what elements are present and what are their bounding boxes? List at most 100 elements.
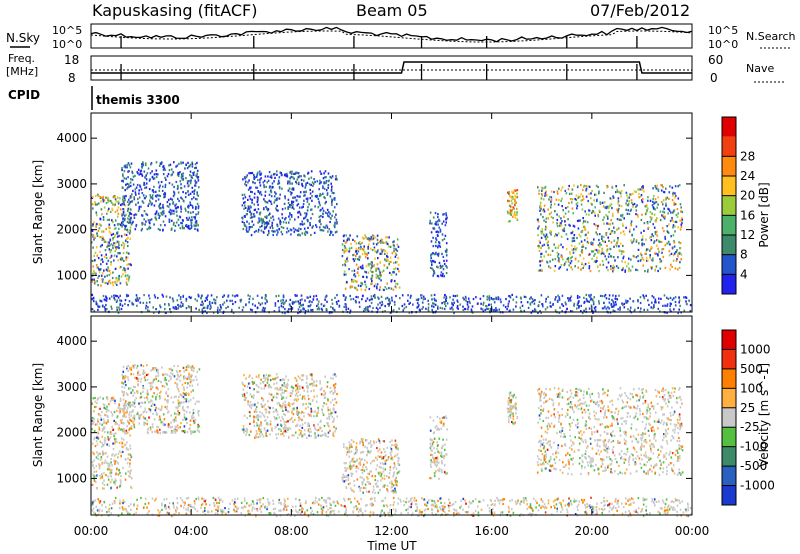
echo-point xyxy=(540,311,542,314)
echo-point xyxy=(103,487,105,490)
echo-point xyxy=(420,296,423,300)
echo-point xyxy=(191,218,193,222)
echo-point xyxy=(192,173,195,176)
echo-point xyxy=(613,226,615,229)
echo-point xyxy=(280,302,283,305)
echo-point xyxy=(168,164,170,167)
echo-point xyxy=(333,206,336,209)
echo-point xyxy=(140,188,143,191)
echo-point xyxy=(322,185,324,188)
echo-point xyxy=(116,215,119,218)
echo-point xyxy=(287,180,289,183)
echo-point xyxy=(129,184,132,188)
echo-point xyxy=(644,270,646,273)
echo-point xyxy=(132,389,134,392)
echo-point xyxy=(622,250,625,253)
echo-point xyxy=(601,260,604,263)
echo-point xyxy=(143,410,146,413)
echo-point xyxy=(265,434,267,437)
echo-point xyxy=(642,186,644,189)
echo-point xyxy=(540,236,543,239)
echo-point xyxy=(92,195,94,198)
echo-point xyxy=(263,309,266,313)
echo-point xyxy=(432,259,434,262)
echo-point xyxy=(158,311,160,314)
echo-point xyxy=(470,308,473,311)
echo-point xyxy=(131,172,134,175)
echo-point xyxy=(588,300,591,303)
echo-point xyxy=(134,298,137,301)
echo-point xyxy=(183,388,185,391)
echo-point xyxy=(101,461,104,464)
echo-point xyxy=(588,253,591,256)
echo-point xyxy=(235,294,238,297)
echo-point xyxy=(570,232,572,235)
echo-point xyxy=(661,248,664,251)
echo-point xyxy=(647,259,649,262)
echo-point xyxy=(589,270,592,273)
echo-point xyxy=(635,190,637,194)
echo-point xyxy=(437,275,440,278)
echo-point xyxy=(101,487,104,490)
echo-point xyxy=(197,175,200,179)
echo-point xyxy=(688,299,690,302)
echo-point xyxy=(502,304,505,307)
echo-point xyxy=(159,391,161,394)
echo-point xyxy=(643,222,646,225)
echo-point xyxy=(371,264,373,267)
echo-point xyxy=(528,297,531,300)
echo-point xyxy=(96,280,98,283)
echo-point xyxy=(195,205,197,208)
echo-point xyxy=(552,221,554,224)
echo-point xyxy=(281,311,284,314)
echo-point xyxy=(573,233,576,237)
echo-point xyxy=(444,224,447,227)
echo-point xyxy=(374,283,377,286)
echo-point xyxy=(111,413,114,416)
echo-point xyxy=(157,212,160,215)
echo-point xyxy=(674,220,677,223)
echo-point xyxy=(431,304,433,307)
echo-point xyxy=(278,306,280,309)
echo-point xyxy=(635,213,637,216)
echo-point xyxy=(547,208,549,211)
echo-point xyxy=(678,184,681,187)
echo-point xyxy=(192,396,195,400)
echo-point xyxy=(457,300,459,303)
echo-point xyxy=(608,297,610,300)
echo-point xyxy=(100,418,103,421)
echo-point xyxy=(262,220,265,223)
echo-point xyxy=(183,416,186,419)
echo-point xyxy=(558,187,560,190)
echo-point xyxy=(127,304,129,307)
echo-point xyxy=(193,421,196,424)
echo-point xyxy=(515,201,517,204)
echo-point xyxy=(346,239,348,242)
echo-point xyxy=(362,294,364,297)
echo-point xyxy=(245,184,248,187)
echo-point xyxy=(116,222,119,226)
echo-point xyxy=(322,212,324,215)
echo-point xyxy=(598,270,600,273)
echo-point xyxy=(291,191,293,195)
echo-point xyxy=(583,239,586,242)
echo-point xyxy=(133,391,136,395)
echo-point xyxy=(643,243,645,246)
echo-point xyxy=(266,207,268,211)
echo-point xyxy=(129,472,131,475)
echo-point xyxy=(453,311,455,315)
echo-point xyxy=(405,305,408,309)
echo-point xyxy=(628,257,630,260)
echo-point xyxy=(261,225,263,228)
echo-point xyxy=(248,222,250,225)
echo-point xyxy=(320,181,322,184)
echo-point xyxy=(558,198,560,202)
echo-point xyxy=(265,226,267,229)
echo-point xyxy=(539,204,542,207)
echo-point xyxy=(337,299,340,303)
echo-point xyxy=(416,302,419,305)
echo-point xyxy=(526,301,529,304)
echo-point xyxy=(203,306,206,309)
echo-point xyxy=(432,274,434,277)
echo-point xyxy=(409,301,411,304)
